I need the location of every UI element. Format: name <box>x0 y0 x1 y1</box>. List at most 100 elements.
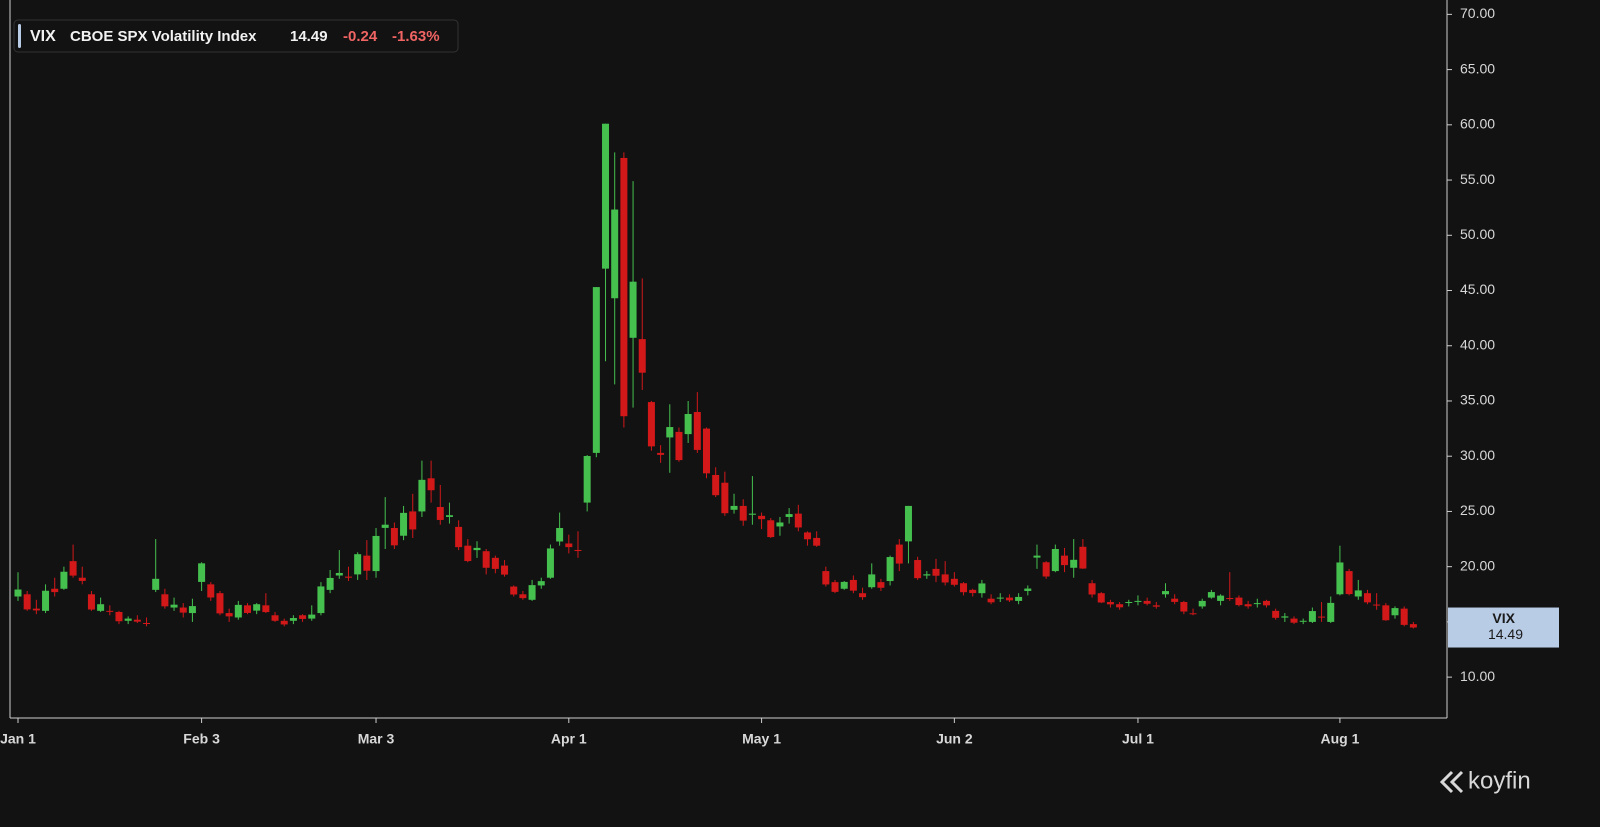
candle-body <box>996 597 1004 599</box>
candle-body <box>859 593 867 598</box>
candle-body <box>1373 604 1381 606</box>
candle-body <box>583 455 591 503</box>
candle-body <box>1189 613 1197 615</box>
candle-body <box>941 574 949 583</box>
candle-body <box>629 281 637 338</box>
candle-body <box>464 545 472 562</box>
candle-body <box>1354 590 1362 597</box>
candle-body <box>1318 616 1326 618</box>
y-tick-label: 70.00 <box>1460 5 1495 21</box>
candle-body <box>904 505 912 542</box>
candle-body <box>1134 600 1142 602</box>
last-price-box <box>1448 607 1559 648</box>
candle-body <box>207 584 215 598</box>
candle-body <box>556 528 564 542</box>
candle-body <box>436 507 444 520</box>
candle-body <box>124 618 132 621</box>
candle-body <box>592 287 600 453</box>
y-tick-label: 30.00 <box>1460 447 1495 463</box>
candle-body <box>565 543 573 548</box>
candle-body <box>1262 600 1270 606</box>
candle-body <box>1272 610 1280 618</box>
candle-body <box>1015 596 1023 601</box>
candle-body <box>473 547 481 551</box>
candle-body <box>739 505 747 521</box>
candle-body <box>969 589 977 594</box>
candle-body <box>1345 571 1353 595</box>
candle-body <box>51 588 59 593</box>
y-tick-label: 60.00 <box>1460 116 1495 132</box>
candle-body <box>1336 562 1344 595</box>
candle-body <box>143 623 151 625</box>
y-tick-label: 35.00 <box>1460 392 1495 408</box>
candle-body <box>602 123 610 269</box>
candle-body <box>1290 618 1298 623</box>
candle-body <box>914 560 922 579</box>
candle-body <box>198 563 206 582</box>
candle-body <box>776 522 784 527</box>
candle-body <box>1061 555 1069 566</box>
candle-body <box>703 428 710 474</box>
candle-body <box>666 427 674 438</box>
plot-area <box>14 123 1417 629</box>
candle-body <box>354 554 362 575</box>
candle-body <box>225 613 233 617</box>
candle-body <box>1180 602 1188 612</box>
candle-body <box>960 583 968 593</box>
y-tick-label: 40.00 <box>1460 336 1495 352</box>
candle-body <box>253 604 261 611</box>
candle-body <box>748 513 756 515</box>
candle-body <box>932 568 940 576</box>
y-tick-label: 25.00 <box>1460 502 1495 518</box>
candle-body <box>216 593 224 614</box>
candle-body <box>115 611 123 622</box>
last-price-symbol: VIX <box>1492 610 1515 626</box>
y-tick-label: 10.00 <box>1460 668 1495 684</box>
candle-body <box>1033 555 1041 558</box>
candle-body <box>1106 602 1114 605</box>
brand-icon <box>1439 770 1464 794</box>
candle-body <box>262 605 270 613</box>
candle-body <box>785 514 793 517</box>
candle-body <box>418 479 426 512</box>
candle-body <box>179 607 187 613</box>
change: -0.24 <box>343 28 378 45</box>
candle-body <box>537 581 545 586</box>
candle-body <box>381 524 389 528</box>
candle-body <box>1125 602 1133 604</box>
candle-body <box>14 589 22 597</box>
candle-body <box>344 576 352 578</box>
candle-body <box>1253 603 1261 605</box>
candle-body <box>152 578 160 590</box>
x-tick-label: Jun 2 <box>936 731 973 747</box>
candle-body <box>1281 616 1289 618</box>
candle-body <box>317 586 325 614</box>
candle-body <box>1308 611 1316 622</box>
instrument-name: CBOE SPX Volatility Index <box>70 28 257 45</box>
candle-body <box>23 594 31 610</box>
candle-body <box>69 561 77 576</box>
candle-body <box>42 590 50 611</box>
x-tick-label: Mar 3 <box>358 731 395 747</box>
candle-body <box>501 565 509 575</box>
x-tick-label: Aug 1 <box>1320 731 1359 747</box>
candle-body <box>97 604 105 611</box>
x-tick-label: May 1 <box>742 731 781 747</box>
candle-body <box>1042 562 1050 577</box>
candle-body <box>482 551 490 568</box>
candle-body <box>363 555 371 571</box>
candle-body <box>1051 548 1059 572</box>
candle-body <box>60 571 68 589</box>
candle-body <box>409 511 417 530</box>
candle-body <box>1162 591 1169 595</box>
candle-body <box>491 557 499 569</box>
candle-body <box>78 577 86 581</box>
candle-body <box>289 618 297 621</box>
candle-body <box>32 608 40 611</box>
candle-body <box>794 513 802 528</box>
candle-body <box>1400 608 1408 625</box>
candle-body <box>730 505 738 510</box>
